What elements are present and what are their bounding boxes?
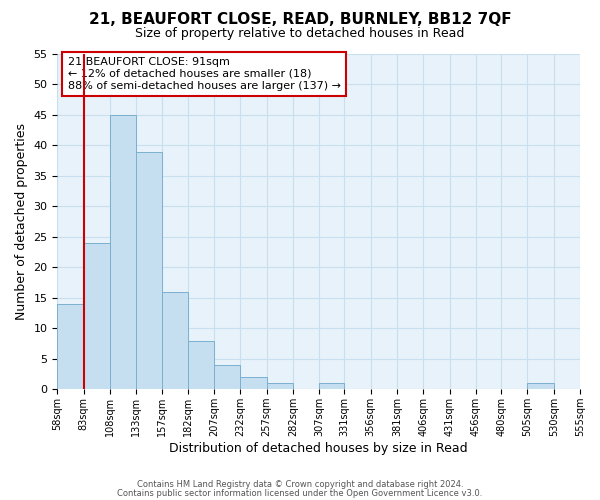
Y-axis label: Number of detached properties: Number of detached properties xyxy=(15,123,28,320)
Bar xyxy=(188,340,214,390)
Bar xyxy=(58,304,83,390)
Text: 21 BEAUFORT CLOSE: 91sqm
← 12% of detached houses are smaller (18)
88% of semi-d: 21 BEAUFORT CLOSE: 91sqm ← 12% of detach… xyxy=(68,58,341,90)
Text: Size of property relative to detached houses in Read: Size of property relative to detached ho… xyxy=(136,28,464,40)
X-axis label: Distribution of detached houses by size in Read: Distribution of detached houses by size … xyxy=(169,442,468,455)
Bar xyxy=(161,292,188,390)
Text: Contains HM Land Registry data © Crown copyright and database right 2024.: Contains HM Land Registry data © Crown c… xyxy=(137,480,463,489)
Bar xyxy=(110,115,136,390)
Bar xyxy=(83,243,110,390)
Bar xyxy=(136,152,161,390)
Bar xyxy=(266,383,293,390)
Bar xyxy=(319,383,344,390)
Bar xyxy=(241,377,266,390)
Text: Contains public sector information licensed under the Open Government Licence v3: Contains public sector information licen… xyxy=(118,488,482,498)
Bar xyxy=(214,365,241,390)
Text: 21, BEAUFORT CLOSE, READ, BURNLEY, BB12 7QF: 21, BEAUFORT CLOSE, READ, BURNLEY, BB12 … xyxy=(89,12,511,28)
Bar xyxy=(527,383,554,390)
